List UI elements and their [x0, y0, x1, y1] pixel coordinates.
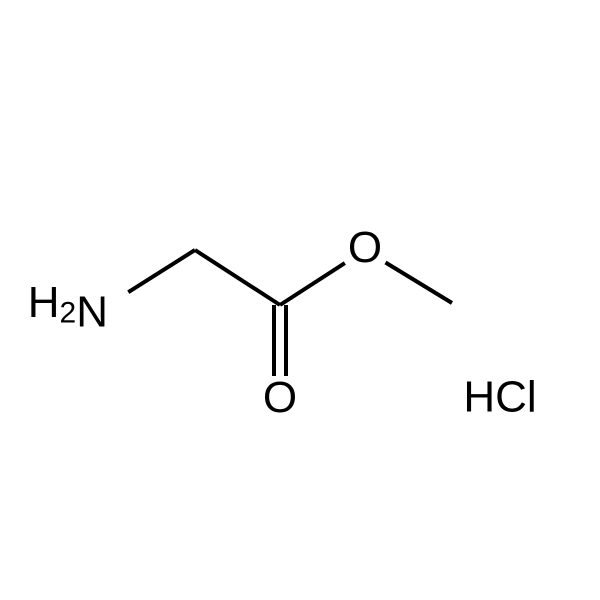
- atom-label: H2N: [28, 278, 108, 337]
- bond: [195, 250, 280, 305]
- bond: [280, 263, 345, 305]
- atom-label: O: [263, 373, 297, 422]
- chemical-structure: H2N O O HCl: [0, 0, 600, 600]
- bond: [385, 262, 452, 303]
- free-label: HCl: [463, 373, 536, 422]
- bond: [128, 250, 195, 292]
- atom-label: O: [348, 223, 382, 272]
